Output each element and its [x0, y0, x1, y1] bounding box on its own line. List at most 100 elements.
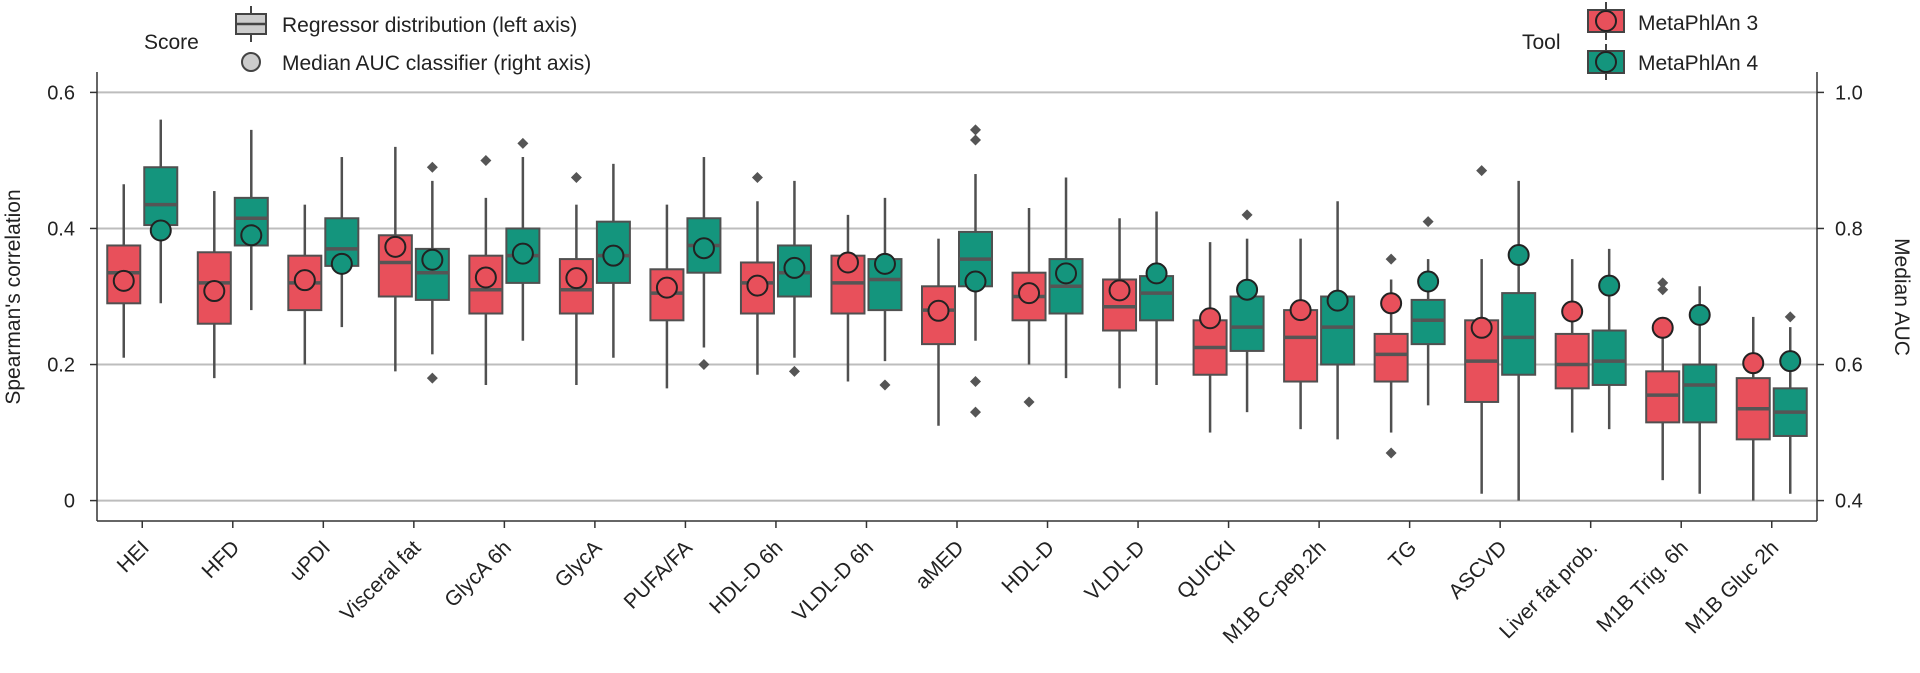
- x-tick-label-8: VLDL-D 6h: [788, 536, 878, 626]
- box-body: [1229, 295, 1265, 352]
- auc-point-mp3-8: [836, 251, 859, 274]
- box-body: [739, 261, 775, 315]
- box-body: [1501, 292, 1537, 376]
- x-tick-label-6: PUFA/FA: [620, 536, 697, 613]
- x-tick-label-1: HFD: [198, 536, 245, 583]
- box-body: [1554, 332, 1590, 390]
- box-mp3-16: [1554, 259, 1590, 433]
- legend-metaphlan3-swatch: [1587, 2, 1625, 40]
- auc-point-mp3-7: [746, 274, 769, 297]
- box-body: [1682, 363, 1718, 424]
- score-legend-title: Score: [144, 31, 199, 54]
- box-body: [1373, 332, 1409, 383]
- legend-point-label: Median AUC classifier (right axis): [282, 52, 591, 75]
- auc-point-mp4-2: [330, 252, 353, 275]
- box-mp4-11: [1139, 211, 1175, 385]
- box-mp4-3: [414, 161, 450, 384]
- box-mp4-14: [1410, 216, 1446, 406]
- outlier-0: [480, 154, 492, 166]
- auc-point-mp3-6: [655, 276, 678, 299]
- x-tick-label-14: TG: [1384, 536, 1421, 573]
- x-tick-label-0: HEI: [113, 536, 154, 577]
- box-mp4-9: [958, 124, 993, 418]
- x-tick-label-7: HDL-D 6h: [705, 536, 787, 618]
- auc-point-mp4-9: [964, 270, 987, 293]
- box-mp3-14: [1373, 253, 1409, 459]
- auc-point-mp3-3: [384, 235, 407, 258]
- outlier-0: [788, 365, 800, 377]
- auc-point-mp4-14: [1417, 270, 1440, 293]
- x-tick-label-15: ASCVD: [1444, 536, 1511, 603]
- auc-point-mp4-0: [149, 219, 172, 242]
- legend-point-swatch: [241, 52, 261, 72]
- y-tick-label-2: 0.4: [47, 218, 75, 240]
- auc-point-mp3-18: [1742, 352, 1765, 375]
- x-tick-label-12: QUICKI: [1173, 536, 1240, 603]
- outlier-0: [1385, 253, 1397, 265]
- outlier-0: [426, 161, 438, 173]
- auc-point-mp4-8: [873, 252, 896, 275]
- x-tick-label-3: Visceral fat: [336, 536, 426, 626]
- box-mp3-13: [1283, 238, 1319, 430]
- auc-point-mp4-6: [692, 237, 715, 260]
- box-mp3-9: [921, 238, 956, 426]
- auc-point-mp4-11: [1145, 262, 1168, 285]
- auc-point-mp4-15: [1507, 244, 1530, 267]
- score-legend: Score Regressor distribution (left axis)…: [144, 6, 591, 75]
- x-tick-label-11: VLDL-D: [1081, 536, 1150, 605]
- box-mp4-12: [1229, 209, 1265, 413]
- box-mp4-16: [1591, 248, 1627, 430]
- x-tick-label-2: uPDI: [286, 536, 335, 585]
- box-body: [867, 258, 903, 312]
- x-tick-label-4: GlycA 6h: [440, 536, 516, 612]
- outlier-0: [517, 137, 529, 149]
- x-tick-label-18: M1B Gluc 2h: [1681, 536, 1783, 638]
- y2-tick-label-2: 0.8: [1835, 218, 1863, 240]
- auc-point-mp4-16: [1598, 274, 1621, 297]
- legend-metaphlan4-label: MetaPhlAn 4: [1638, 52, 1759, 75]
- y-tick-label-1: 0.2: [47, 355, 75, 377]
- box-mp3-10: [1011, 208, 1047, 408]
- auc-point-mp4-18: [1779, 350, 1802, 373]
- x-tick-label-10: HDL-D: [997, 536, 1059, 598]
- box-body: [1591, 329, 1627, 386]
- box-mp3-3: [377, 146, 413, 372]
- auc-point-mp4-10: [1055, 262, 1078, 285]
- auc-point-mp3-2: [293, 269, 316, 292]
- box-mp4-8: [867, 197, 903, 391]
- box-mp4-17: [1682, 286, 1718, 494]
- outlier-1: [1385, 447, 1397, 459]
- y-axis-title: Spearman's correlation: [2, 189, 25, 404]
- outlier-2: [970, 376, 981, 388]
- auc-point-mp4-7: [783, 256, 806, 279]
- box-mp4-4: [505, 137, 541, 341]
- auc-point-mp3-10: [1018, 282, 1041, 305]
- auc-point-mp3-1: [203, 280, 226, 303]
- auc-point-mp3-17: [1651, 316, 1674, 339]
- box-mp3-2: [287, 204, 323, 365]
- outlier-0: [751, 171, 763, 183]
- y2-tick-label-0: 0.4: [1835, 491, 1863, 513]
- x-tick-label-5: GlycA: [551, 536, 607, 592]
- auc-point-mp3-13: [1289, 299, 1312, 322]
- auc-point-mp3-15: [1470, 316, 1493, 339]
- x-tick-label-17: M1B Trig. 6h: [1592, 536, 1692, 636]
- y2-axis-title: Median AUC: [1890, 238, 1913, 356]
- legend-box-swatch: [235, 6, 267, 42]
- outlier-1: [426, 372, 438, 384]
- outlier-0: [1422, 216, 1434, 228]
- box-mp3-18: [1735, 316, 1771, 501]
- auc-point-mp3-5: [565, 267, 588, 290]
- box-mp3-8: [830, 214, 866, 382]
- y2-tick-label-3: 1.0: [1835, 82, 1863, 104]
- legend-metaphlan3-label: MetaPhlAn 3: [1638, 12, 1758, 35]
- legend-metaphlan4-swatch: [1587, 44, 1625, 80]
- outlier-1: [970, 134, 981, 146]
- outlier-1: [1657, 277, 1669, 289]
- outlier-0: [1241, 209, 1253, 221]
- box-mp4-15: [1501, 180, 1537, 501]
- auc-point-mp3-12: [1199, 307, 1222, 330]
- auc-point-mp3-16: [1561, 300, 1584, 323]
